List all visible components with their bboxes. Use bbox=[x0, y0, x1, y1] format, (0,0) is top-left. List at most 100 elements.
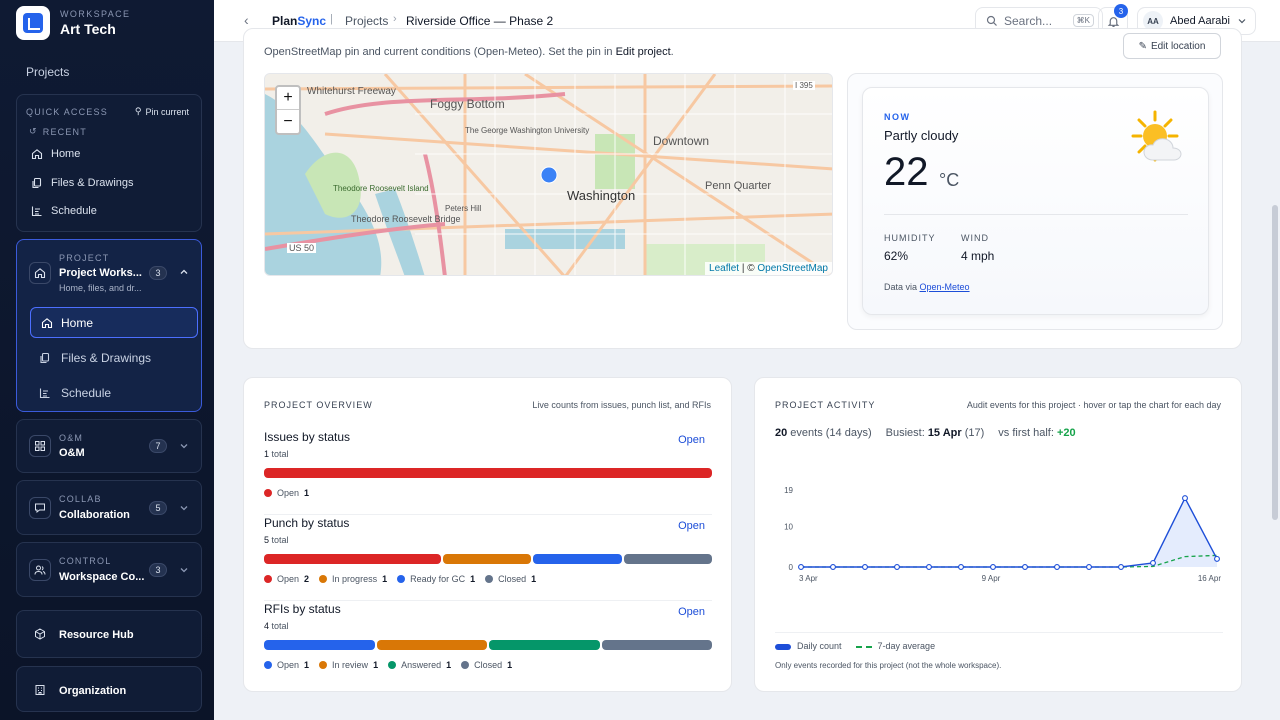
chevron-down-icon[interactable] bbox=[179, 503, 189, 513]
total-count: 5 bbox=[264, 535, 270, 545]
legend-item: Closed 1 bbox=[461, 660, 512, 670]
sidebar-section-collab[interactable]: COLLAB Collaboration 5 bbox=[16, 480, 202, 535]
zoom-out-button[interactable]: − bbox=[283, 112, 293, 130]
open-link[interactable]: Open bbox=[678, 606, 705, 618]
users-icon bbox=[29, 559, 51, 581]
status-bar-segment[interactable] bbox=[264, 468, 712, 478]
data-point[interactable] bbox=[1150, 559, 1156, 566]
sidebar-resource-hub[interactable]: Resource Hub bbox=[16, 610, 202, 658]
activity-footnote: Only events recorded for this project (n… bbox=[775, 661, 1002, 670]
section-kicker: COLLAB bbox=[59, 494, 102, 504]
legend-avg-label: 7-day average bbox=[877, 641, 936, 651]
sidebar-section-om[interactable]: O&M O&M 7 bbox=[16, 419, 202, 473]
chevron-up-icon[interactable] bbox=[179, 267, 189, 277]
status-bar-segment[interactable] bbox=[623, 554, 713, 564]
sidebar-section-control[interactable]: CONTROL Workspace Co... 3 bbox=[16, 542, 202, 597]
trend-label: vs first half: bbox=[998, 427, 1057, 439]
status-bar-segment[interactable] bbox=[601, 640, 712, 650]
legend-daily-label: Daily count bbox=[797, 641, 842, 651]
quick-item-home[interactable]: Home bbox=[31, 148, 80, 160]
legend-count: 1 bbox=[531, 574, 537, 584]
osm-link[interactable]: OpenStreetMap bbox=[757, 263, 828, 274]
data-point[interactable] bbox=[958, 564, 964, 570]
status-bar-segment[interactable] bbox=[442, 554, 532, 564]
status-bar-segment[interactable] bbox=[264, 640, 375, 650]
back-chevron-icon[interactable]: ‹ bbox=[244, 12, 249, 28]
events-suffix: events (14 days) bbox=[787, 427, 872, 439]
project-title[interactable]: Project Works... bbox=[59, 267, 142, 279]
brand-part-b: Sync bbox=[297, 14, 327, 28]
open-link[interactable]: Open bbox=[678, 520, 705, 532]
search-shortcut: ⌘K bbox=[1072, 14, 1094, 27]
data-point[interactable] bbox=[1182, 495, 1188, 502]
activity-kicker: PROJECT ACTIVITY bbox=[775, 400, 876, 410]
project-nav-schedule[interactable]: Schedule bbox=[39, 386, 111, 400]
data-point[interactable] bbox=[798, 564, 804, 570]
edit-project-link[interactable]: Edit project bbox=[615, 46, 671, 58]
map-zoom-control: + − bbox=[275, 85, 301, 135]
pencil-icon: ✎ bbox=[1138, 40, 1147, 52]
map-label: Whitehurst Freeway bbox=[307, 86, 396, 97]
y-tick-label: 10 bbox=[784, 522, 793, 531]
stat-group-total: 5 total bbox=[264, 535, 289, 545]
zoom-in-button[interactable]: + bbox=[277, 87, 299, 110]
data-point[interactable] bbox=[830, 564, 836, 570]
legend-item: Open 1 bbox=[264, 488, 309, 498]
y-tick-label: 19 bbox=[784, 486, 793, 495]
chevron-down-icon[interactable] bbox=[179, 565, 189, 575]
open-link[interactable]: Open bbox=[678, 434, 705, 446]
quick-access-label: QUICK ACCESS bbox=[26, 106, 108, 117]
workspace-switcher[interactable]: WORKSPACE Art Tech bbox=[16, 6, 130, 40]
project-nav-files[interactable]: Files & Drawings bbox=[39, 351, 151, 365]
total-count: 1 bbox=[264, 449, 270, 459]
quick-item-schedule[interactable]: Schedule bbox=[31, 205, 97, 217]
overview-kicker: PROJECT OVERVIEW bbox=[264, 400, 373, 410]
status-bar-segment[interactable] bbox=[489, 640, 600, 650]
data-point[interactable] bbox=[990, 564, 996, 570]
data-point[interactable] bbox=[1086, 564, 1092, 570]
activity-chart[interactable]: 0 10 19 3 Apr 9 Apr 16 Apr bbox=[755, 473, 1243, 593]
location-desc-end: . bbox=[670, 46, 674, 58]
status-bar-segment[interactable] bbox=[376, 640, 487, 650]
edit-location-button[interactable]: ✎ Edit location bbox=[1123, 33, 1221, 59]
home-icon bbox=[31, 148, 43, 160]
section-count-badge: 3 bbox=[149, 563, 167, 577]
quick-item-files[interactable]: Files & Drawings bbox=[31, 177, 134, 189]
status-bar-segment[interactable] bbox=[264, 554, 441, 564]
data-point[interactable] bbox=[1054, 564, 1060, 570]
data-point[interactable] bbox=[1118, 564, 1124, 570]
data-point[interactable] bbox=[894, 564, 900, 570]
brand-logo[interactable]: PlanSync bbox=[272, 14, 326, 28]
weather-now-label: NOW bbox=[884, 112, 911, 122]
user-name: Abed Aarabi bbox=[1170, 15, 1230, 27]
chevron-down-icon[interactable] bbox=[179, 441, 189, 451]
leaflet-link[interactable]: Leaflet bbox=[709, 263, 740, 274]
project-nav-home[interactable]: Home bbox=[30, 307, 198, 338]
data-point[interactable] bbox=[1022, 564, 1028, 570]
home-icon bbox=[41, 317, 53, 329]
data-point[interactable] bbox=[926, 564, 932, 570]
data-point[interactable] bbox=[862, 564, 868, 570]
location-map[interactable]: Whitehurst Freeway Foggy Bottom The Geor… bbox=[264, 73, 833, 276]
breadcrumb-projects[interactable]: Projects bbox=[345, 14, 389, 28]
activity-divider bbox=[775, 632, 1223, 633]
legend-count: 1 bbox=[470, 574, 476, 584]
legend-dot bbox=[319, 575, 328, 583]
legend-item: Answered 1 bbox=[388, 660, 451, 670]
sidebar-projects-link[interactable]: Projects bbox=[26, 65, 70, 79]
legend-item: Open 1 bbox=[264, 660, 309, 670]
legend-item: Ready for GC 1 bbox=[397, 574, 475, 584]
chat-icon bbox=[29, 497, 51, 519]
open-meteo-link[interactable]: Open-Meteo bbox=[919, 282, 970, 292]
page-scrollbar[interactable] bbox=[1272, 205, 1278, 520]
sidebar-organization[interactable]: Organization bbox=[16, 666, 202, 712]
workspace-name: Art Tech bbox=[60, 21, 116, 37]
pin-current-button[interactable]: ⚲ Pin current bbox=[135, 106, 189, 117]
map-label: Penn Quarter bbox=[705, 180, 772, 192]
attribution-separator: | © bbox=[739, 263, 758, 274]
weather-source-text: Data via bbox=[884, 282, 920, 292]
wind-label: WIND bbox=[961, 233, 989, 243]
status-bar-segment[interactable] bbox=[533, 554, 622, 564]
data-point[interactable] bbox=[1214, 555, 1220, 562]
stat-group-total: 4 total bbox=[264, 621, 289, 631]
